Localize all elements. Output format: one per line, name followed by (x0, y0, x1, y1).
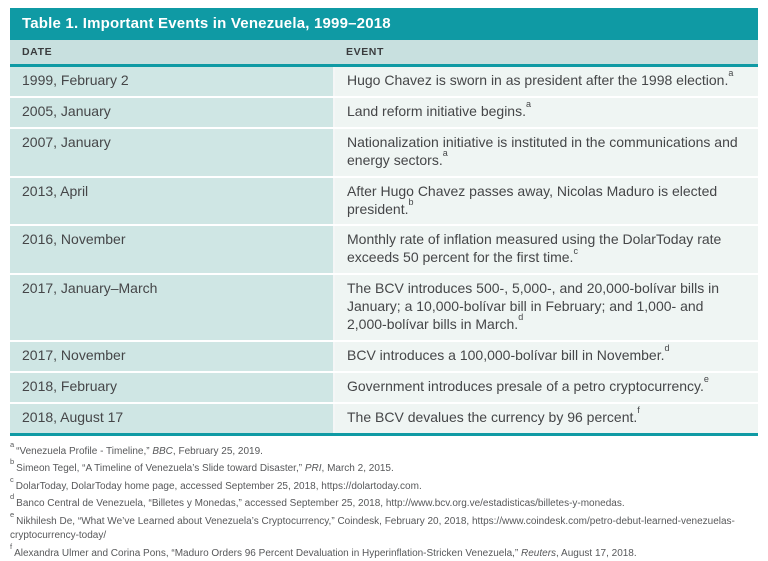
footnote: dBanco Central de Venezuela, “Billetes y… (10, 493, 758, 512)
header-row: DATE EVENT (10, 40, 758, 67)
footnote-marker: e (703, 374, 709, 385)
footnote-text: , February 25, 2019. (172, 445, 263, 457)
footnote: cDolarToday, DolarToday home page, acces… (10, 475, 758, 495)
publication-name: BBC (152, 445, 173, 457)
footnote-marker: e (10, 509, 15, 519)
date-cell: 2017, November (10, 340, 335, 373)
date-cell: 1999, February 2 (10, 65, 335, 98)
footnote-text: Banco Central de Venezuela, “Billetes y … (16, 498, 625, 510)
footnote-marker: a (10, 439, 15, 449)
footnote-marker: d (518, 312, 524, 323)
footnote-text: Nikhilesh De, “What We’ve Learned about … (10, 515, 735, 542)
publication-name: Reuters (521, 547, 557, 559)
event-cell: Hugo Chavez is sworn in as president aft… (334, 65, 758, 98)
date-cell: 2018, February (10, 371, 335, 404)
date-cell: 2016, November (10, 225, 335, 276)
event-cell: After Hugo Chavez passes away, Nicolas M… (334, 176, 758, 227)
table-row: 2005, January Land reform initiative begi… (10, 96, 758, 129)
footnote-marker: f (637, 404, 640, 415)
event-cell: Land reform initiative begins.a (334, 96, 758, 129)
footnote-text: Alexandra Ulmer and Corina Pons, “Maduro… (14, 547, 522, 559)
footnote-marker: b (408, 196, 414, 207)
event-cell: The BCV devalues the currency by 96 perc… (334, 402, 758, 436)
footnotes: a“Venezuela Profile - Timeline,” BBC, Fe… (10, 440, 758, 561)
date-cell: 2013, April (10, 176, 335, 227)
event-cell: BCV introduces a 100,000-bolívar bill in… (334, 340, 758, 373)
footnote-marker: c (573, 245, 578, 256)
footnote-marker: d (664, 343, 670, 354)
footnote: bSimeon Tegel, “A Timeline of Venezuela’… (10, 458, 758, 477)
table-header: DATE EVENT (10, 40, 758, 67)
footnote-marker: a (442, 147, 448, 158)
date-cell: 2018, August 17 (10, 402, 335, 436)
table-row: 2007, January Nationalization initiative … (10, 127, 758, 178)
publication-name: PRI (304, 463, 322, 475)
footnote-text: “Venezuela Profile - Timeline,” (16, 445, 153, 457)
table-row: 2018, August 17 The BCV devalues the curr… (10, 402, 758, 436)
footnote: fAlexandra Ulmer and Corina Pons, “Madur… (10, 542, 758, 561)
footnote-text: DolarToday, DolarToday home page, access… (15, 480, 422, 492)
column-header-date: DATE (10, 40, 334, 67)
table-row: 2018, February Government introduces pres… (10, 371, 758, 404)
footnote-marker: c (10, 474, 14, 484)
table-row: 2017, January–March The BCV introduces 50… (10, 274, 758, 342)
column-header-event: EVENT (334, 40, 758, 67)
event-cell: Government introduces presale of a petro… (334, 371, 758, 404)
table-title: Table 1. Important Events in Venezuela, … (10, 8, 758, 40)
footnote-marker: b (10, 457, 15, 467)
events-table: DATE EVENT 1999, February 2 Hugo Chavez i… (10, 40, 758, 436)
footnote-marker: a (526, 99, 532, 110)
table-body: 1999, February 2 Hugo Chavez is sworn in … (10, 65, 758, 436)
footnote-text: , August 17, 2018. (556, 547, 637, 559)
event-cell: Nationalization initiative is instituted… (334, 127, 758, 178)
date-cell: 2017, January–March (10, 274, 335, 342)
table-row: 1999, February 2 Hugo Chavez is sworn in … (10, 65, 758, 98)
date-cell: 2005, January (10, 96, 335, 129)
footnote: eNikhilesh De, “What We’ve Learned about… (10, 510, 758, 544)
event-cell: The BCV introduces 500-, 5,000-, and 20,… (334, 274, 758, 342)
table-row: 2016, November Monthly rate of inflation … (10, 225, 758, 276)
footnote-marker: f (10, 541, 13, 551)
footnote-text: Simeon Tegel, “A Timeline of Venezuela’s… (16, 463, 305, 475)
table-row: 2013, April After Hugo Chavez passes away… (10, 176, 758, 227)
footnote-text: , March 2, 2015. (321, 463, 394, 475)
table-row: 2017, November BCV introduces a 100,000-b… (10, 340, 758, 373)
date-cell: 2007, January (10, 127, 335, 178)
event-cell: Monthly rate of inflation measured using… (334, 225, 758, 276)
footnote: a“Venezuela Profile - Timeline,” BBC, Fe… (10, 440, 758, 460)
footnote-marker: a (728, 68, 734, 79)
